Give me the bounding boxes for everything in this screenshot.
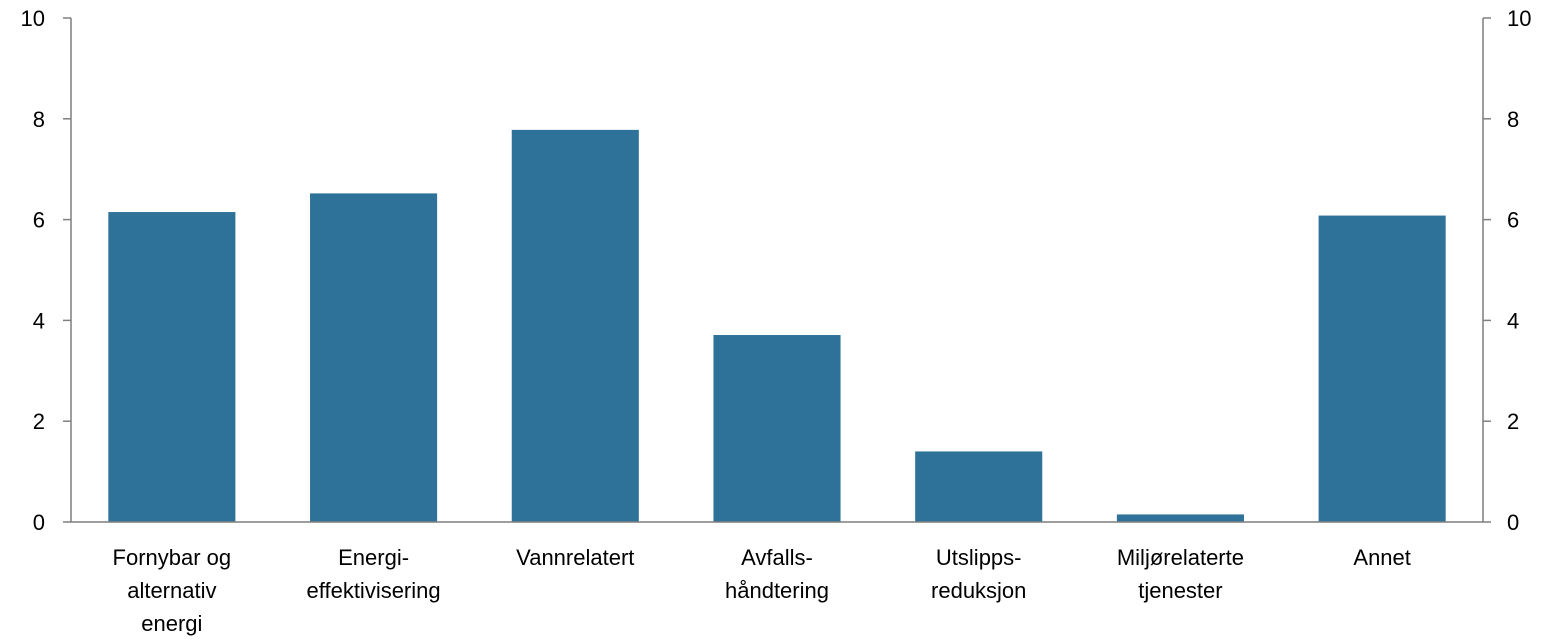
bar bbox=[1116, 514, 1244, 522]
left-tick-label: 8 bbox=[33, 107, 45, 132]
bar bbox=[310, 193, 438, 522]
category-label-line: Fornybar og bbox=[113, 545, 232, 570]
category-label: Vannrelatert bbox=[516, 545, 634, 570]
category-label-line: reduksjon bbox=[931, 578, 1026, 603]
left-tick-label: 0 bbox=[33, 510, 45, 535]
left-tick-label: 2 bbox=[33, 409, 45, 434]
category-label-line: håndtering bbox=[725, 578, 829, 603]
bar bbox=[511, 129, 639, 522]
category-label-line: Utslipps- bbox=[936, 545, 1022, 570]
category-label-line: tjenester bbox=[1138, 578, 1222, 603]
left-tick-label: 6 bbox=[33, 208, 45, 233]
category-label-line: Avfalls- bbox=[741, 545, 813, 570]
right-y-axis: 0 2 4 6 8 10 bbox=[1482, 6, 1531, 535]
category-labels: Fornybar og alternativ energi Energi-effekt… bbox=[113, 545, 1411, 636]
category-label: Miljørelaterte tjenester bbox=[1117, 545, 1244, 603]
category-label-line: Energi- bbox=[338, 545, 409, 570]
bar bbox=[915, 451, 1043, 522]
left-tick-label: 10 bbox=[21, 6, 45, 31]
category-label-line: Vannrelatert bbox=[516, 545, 634, 570]
category-label: Avfalls-håndtering bbox=[725, 545, 829, 603]
right-tick-label: 0 bbox=[1507, 510, 1519, 535]
category-label: Annet bbox=[1353, 545, 1411, 570]
category-label: Energi-effektivisering bbox=[307, 545, 441, 603]
right-tick-label: 4 bbox=[1507, 308, 1519, 333]
right-tick-label: 10 bbox=[1507, 6, 1531, 31]
bar bbox=[108, 212, 236, 523]
bars-group bbox=[108, 129, 1446, 523]
category-label-line: effektivisering bbox=[307, 578, 441, 603]
category-label: Fornybar og alternativ energi bbox=[113, 545, 232, 636]
right-tick-label: 6 bbox=[1507, 208, 1519, 233]
category-label-line: Annet bbox=[1353, 545, 1411, 570]
category-label-line: energi bbox=[141, 611, 202, 636]
left-tick-label: 4 bbox=[33, 308, 45, 333]
category-label: Utslipps-reduksjon bbox=[931, 545, 1026, 603]
right-tick-label: 2 bbox=[1507, 409, 1519, 434]
category-label-line: alternativ bbox=[127, 578, 216, 603]
bar bbox=[1318, 215, 1446, 522]
left-y-axis: 0 2 4 6 8 10 bbox=[21, 6, 72, 535]
right-tick-label: 8 bbox=[1507, 107, 1519, 132]
category-label-line: Miljørelaterte bbox=[1117, 545, 1244, 570]
bar bbox=[713, 335, 841, 522]
